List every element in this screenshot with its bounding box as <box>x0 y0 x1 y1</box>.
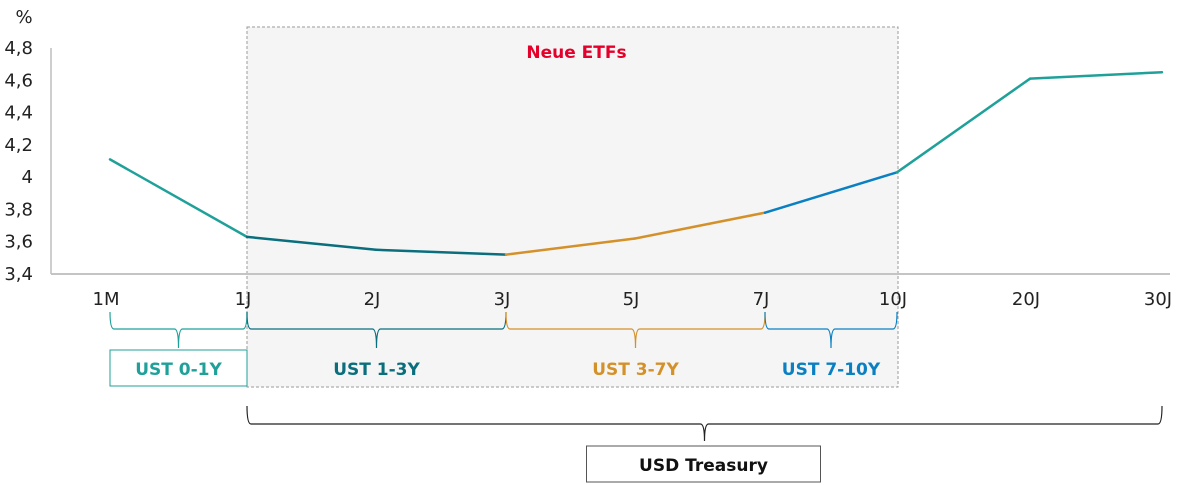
segment-label: UST 7-10Y <box>782 360 881 380</box>
maturity-brace-layer: UST 0-1Y UST 1-3Y UST 3-7Y UST 7-10Y USD Tre… <box>109 311 1163 483</box>
y-tick-label: 4,6 <box>4 70 33 91</box>
y-tick-label: 4,4 <box>4 103 33 124</box>
x-tick-label: 1M <box>93 289 120 310</box>
x-tick-label: 20J <box>1012 289 1040 310</box>
y-tick-label: 4 <box>22 167 33 188</box>
segment-brace <box>246 311 507 349</box>
segment-label: UST 3-7Y <box>592 360 679 380</box>
y-tick-label: 4,8 <box>4 38 33 59</box>
yield-line-segment <box>108 158 249 239</box>
usd-treasury-box <box>586 445 821 483</box>
yield-line-segment <box>763 171 899 214</box>
segment-label: UST 0-1Y <box>135 360 222 380</box>
y-tick-label: 3,8 <box>4 199 33 220</box>
x-tick-label: 7J <box>753 289 770 310</box>
x-tick-label: 30J <box>1144 289 1172 310</box>
usd-treasury-label: USD Treasury <box>639 456 768 476</box>
segment-label-box <box>109 349 248 387</box>
segment-brace <box>109 311 248 349</box>
usd-treasury-brace <box>246 405 1163 442</box>
y-tick-label: 4,2 <box>4 135 33 156</box>
yield-line-segment <box>504 237 637 256</box>
x-tick-label: 3J <box>494 289 511 310</box>
segment-label: UST 1-3Y <box>333 360 420 380</box>
axis-layer: % 3,4 3,6 3,8 4 4,2 4,4 4,6 4,8 1M 1J 2J 3J 5J 7J 10J 20… <box>4 7 1172 310</box>
yield-line-segment <box>895 77 1032 174</box>
x-tick-label: 1J <box>235 289 252 310</box>
segment-brace <box>764 311 898 349</box>
x-tick-label: 10J <box>879 289 907 310</box>
highlight-box-layer: Neue ETFs <box>246 26 899 388</box>
new-etfs-highlight-box <box>246 26 899 388</box>
new-etfs-label: Neue ETFs <box>526 43 626 63</box>
y-axis-unit-label: % <box>15 7 32 28</box>
x-tick-label: 5J <box>623 289 640 310</box>
yield-line-segment <box>245 235 378 252</box>
segment-brace <box>505 311 766 349</box>
y-tick-label: 3,4 <box>4 264 33 285</box>
yield-line-layer <box>108 70 1164 256</box>
yield-line-segment <box>374 248 508 256</box>
y-tick-label: 3,6 <box>4 232 33 253</box>
yield-line-segment <box>633 211 767 240</box>
yield-line-segment <box>1028 70 1164 80</box>
x-tick-label: 2J <box>364 289 381 310</box>
